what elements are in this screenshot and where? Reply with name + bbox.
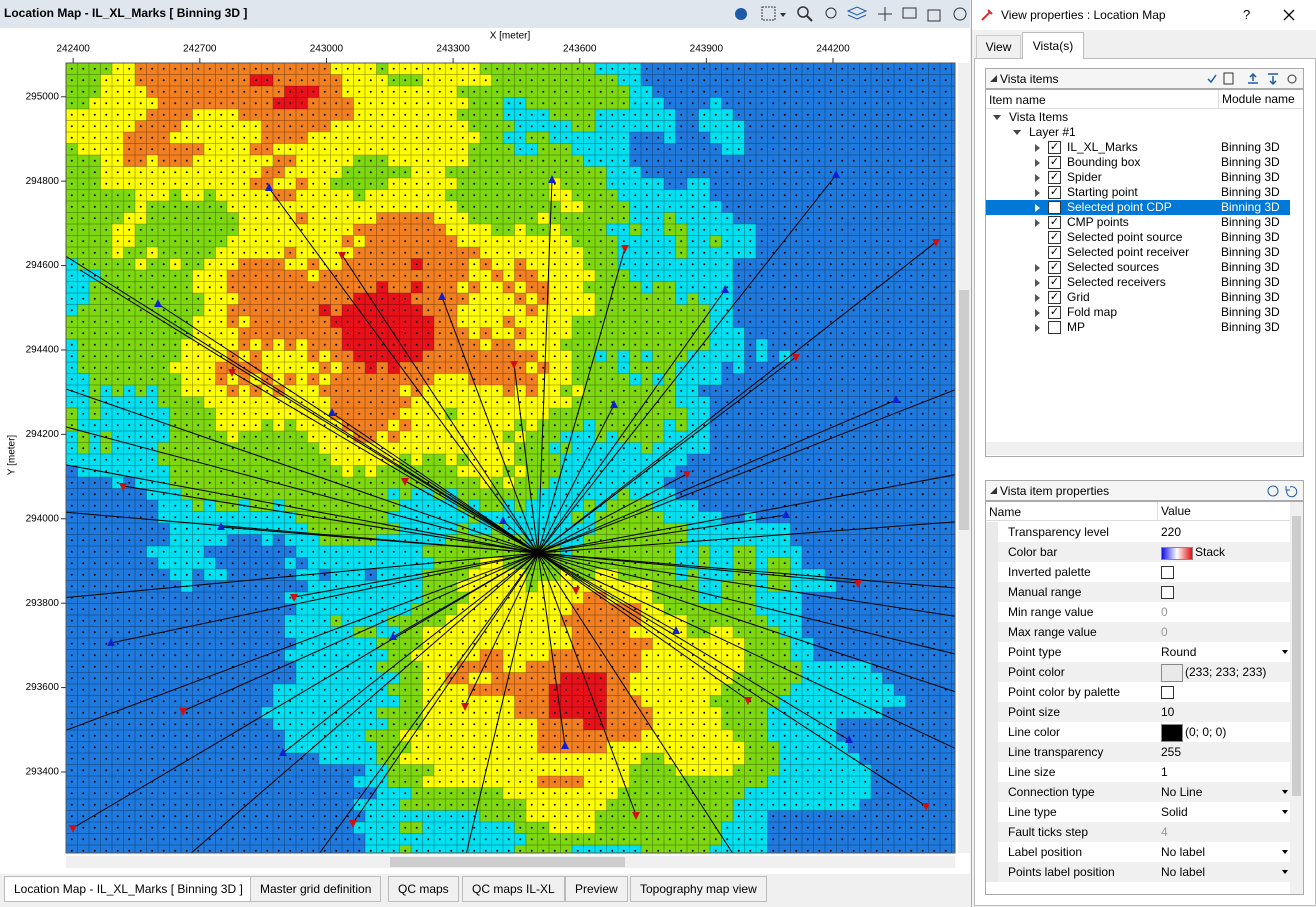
toolbar[interactable]	[730, 4, 970, 24]
map-canvas[interactable]: X [meter] Y [meter] 242400 242700 243000 24…	[0, 28, 970, 874]
view-title: Location Map - IL_XL_Marks [ Binning 3D …	[4, 6, 248, 20]
view-titlebar: Location Map - IL_XL_Marks [ Binning 3D …	[0, 0, 970, 28]
